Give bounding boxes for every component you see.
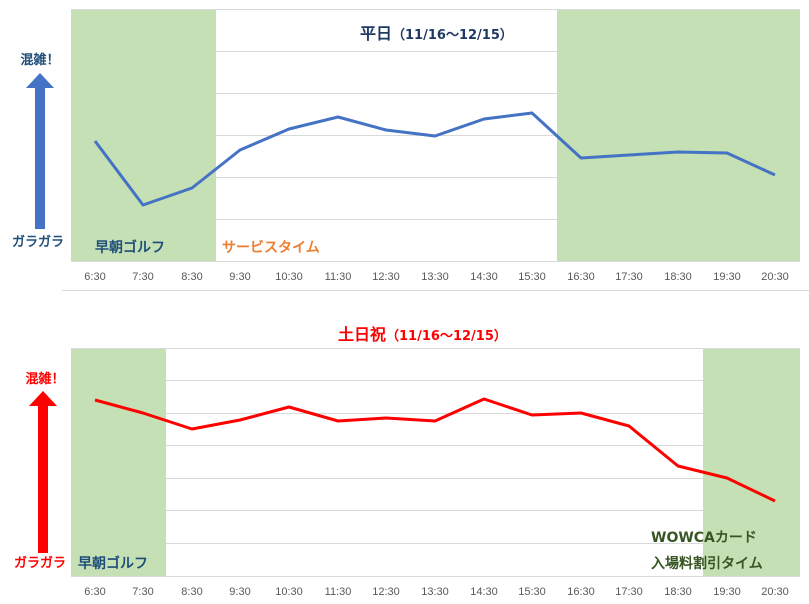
crowd-arrow-icon (26, 73, 54, 229)
crowded-label: 混雑！ (25, 371, 64, 387)
svg-text:19:30: 19:30 (713, 586, 741, 598)
svg-text:19:30: 19:30 (713, 271, 741, 283)
svg-text:12:30: 12:30 (372, 586, 400, 598)
weekday-title: 平日（11/16〜12/15） (360, 24, 513, 43)
early-golf-band (71, 9, 216, 261)
early-golf-label: 早朝ゴルフ (78, 555, 148, 572)
weekend-series-line (94, 397, 776, 503)
svg-text:17:30: 17:30 (615, 586, 643, 598)
weekend-x-axis: 6:30 7:30 8:30 9:30 10:30 11:30 12:30 13… (84, 586, 788, 598)
weekend-title: 土日祝（11/16〜12/15） (338, 325, 507, 344)
svg-text:8:30: 8:30 (181, 586, 202, 598)
service-time-label: サービスタイム (222, 240, 320, 256)
crowded-label: 混雑！ (20, 52, 59, 68)
weekend-chart: 土日祝（11/16〜12/15） 早朝ゴルフ WOWCAカード 入場料割引タイム… (14, 325, 800, 598)
crowd-arrow-icon (29, 391, 57, 553)
svg-text:18:30: 18:30 (664, 586, 692, 598)
svg-text:14:30: 14:30 (470, 586, 498, 598)
svg-text:16:30: 16:30 (567, 271, 595, 283)
svg-text:7:30: 7:30 (132, 586, 153, 598)
weekday-chart: 平日（11/16〜12/15） 早朝ゴルフ サービスタイム 混雑！ ガラガラ 6… (12, 9, 800, 283)
svg-text:13:30: 13:30 (421, 586, 449, 598)
empty-label: ガラガラ (12, 235, 64, 250)
svg-text:13:30: 13:30 (421, 271, 449, 283)
empty-label: ガラガラ (14, 556, 66, 571)
svg-text:14:30: 14:30 (470, 271, 498, 283)
evening-band (557, 9, 800, 261)
svg-text:6:30: 6:30 (84, 586, 105, 598)
svg-text:11:30: 11:30 (325, 271, 352, 283)
svg-text:15:30: 15:30 (518, 586, 546, 598)
svg-text:20:30: 20:30 (761, 586, 789, 598)
svg-text:12:30: 12:30 (372, 271, 400, 283)
svg-text:8:30: 8:30 (181, 271, 202, 283)
discount-time-label: 入場料割引タイム (651, 555, 763, 572)
svg-text:15:30: 15:30 (518, 271, 546, 283)
svg-text:10:30: 10:30 (275, 586, 303, 598)
svg-text:10:30: 10:30 (275, 271, 303, 283)
gridlines (71, 348, 800, 577)
svg-text:9:30: 9:30 (229, 586, 250, 598)
svg-text:20:30: 20:30 (761, 271, 789, 283)
svg-text:9:30: 9:30 (229, 271, 250, 283)
svg-text:18:30: 18:30 (664, 271, 692, 283)
svg-text:6:30: 6:30 (84, 271, 105, 283)
early-golf-label: 早朝ゴルフ (95, 239, 165, 256)
early-golf-band (71, 348, 166, 576)
svg-text:16:30: 16:30 (567, 586, 595, 598)
wowca-band (703, 348, 800, 576)
svg-text:7:30: 7:30 (132, 271, 153, 283)
wowca-card-label: WOWCAカード (651, 530, 757, 546)
svg-text:11:30: 11:30 (325, 586, 352, 598)
weekday-x-axis: 6:30 7:30 8:30 9:30 10:30 11:30 12:30 13… (84, 271, 788, 283)
weekday-series-line (93, 111, 776, 207)
svg-text:17:30: 17:30 (615, 271, 643, 283)
